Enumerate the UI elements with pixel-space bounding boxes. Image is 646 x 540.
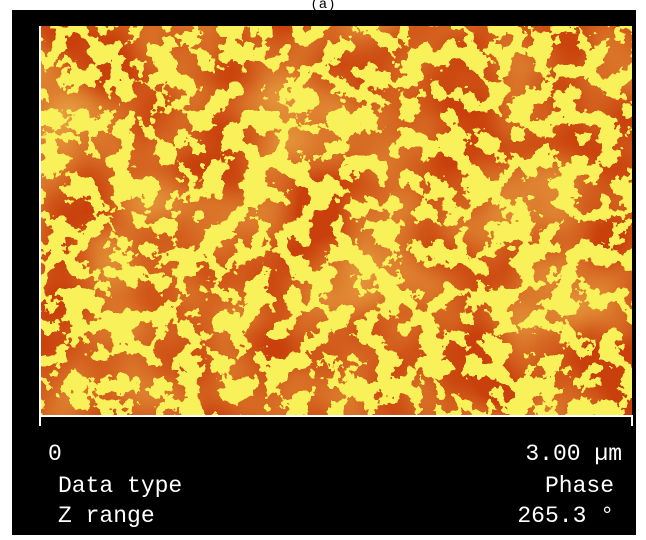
body: (a) 0 3.00 µm Data type Phase Z range 26… [0,0,646,535]
data-type-value: Phase [545,473,614,499]
data-type-label: Data type [58,473,182,499]
z-range-value: 265.3 ° [517,503,614,529]
image-texture [40,26,632,416]
scale-start: 0 [48,441,62,467]
phase-image [40,26,632,416]
scale-end: 3.00 µm [525,441,622,467]
page: {"caption": "(a)", "scale": {"start": "0… [0,0,646,535]
z-range-label: Z range [58,503,155,529]
afm-figure: (a) 0 3.00 µm Data type Phase Z range 26… [0,0,646,535]
